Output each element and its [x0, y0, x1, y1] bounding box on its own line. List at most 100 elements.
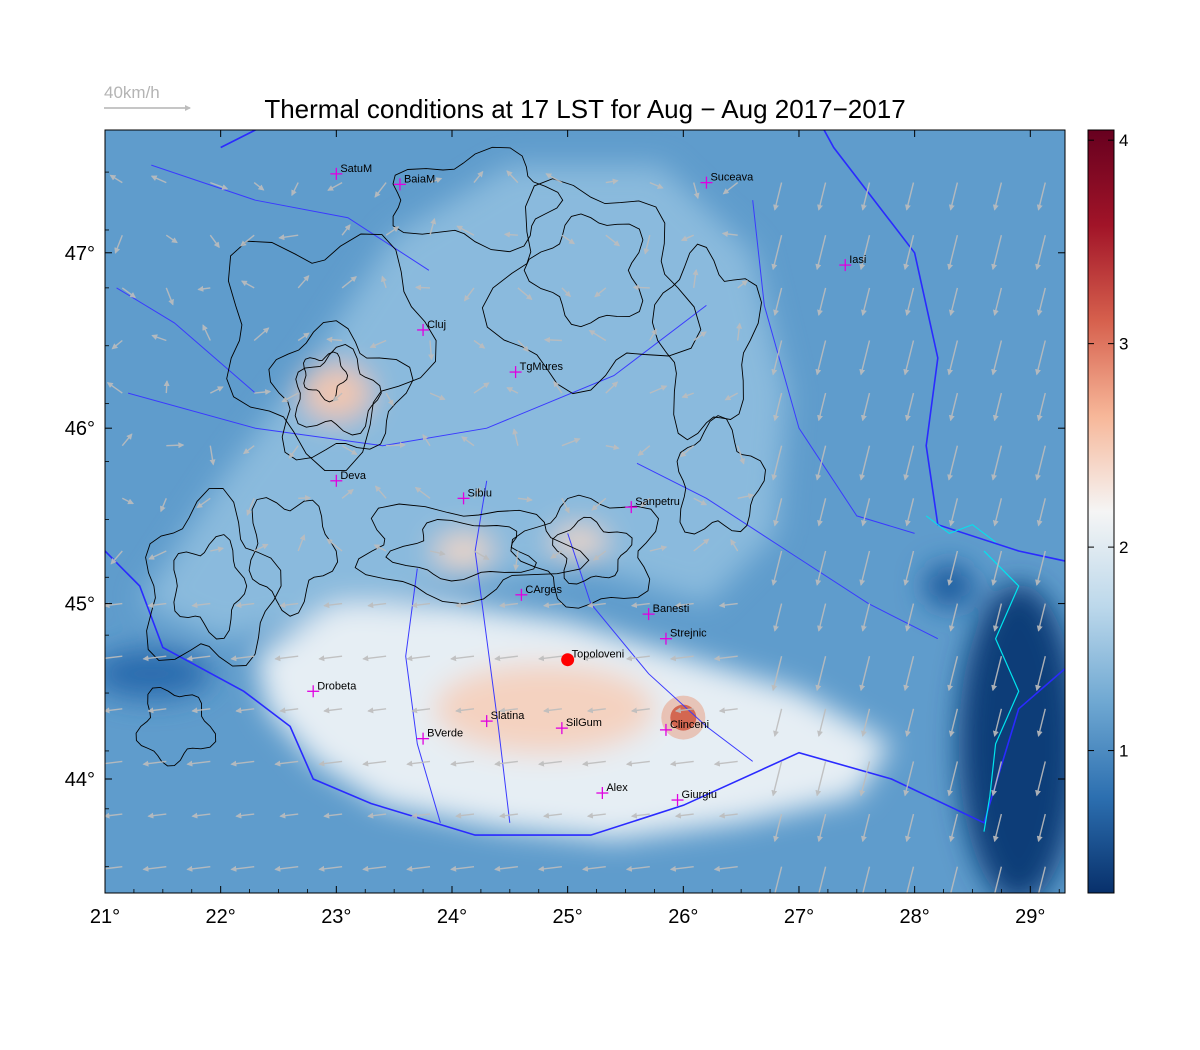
wind-arrow [582, 760, 606, 767]
wind-arrow [411, 707, 431, 714]
city-label: Iasi [849, 254, 866, 266]
wind-arrow [429, 177, 443, 184]
wind-arrow [605, 444, 620, 451]
wind-arrow [279, 602, 299, 609]
wind-arrow [114, 234, 123, 254]
wind-arrow [561, 287, 572, 298]
wind-arrow [1036, 813, 1046, 843]
heatmap-field [105, 165, 1065, 893]
wind-arrow [594, 287, 607, 298]
wind-arrow [815, 445, 827, 481]
wind-arrow [592, 550, 607, 561]
wind-arrow [202, 324, 211, 341]
wind-arrow [693, 331, 707, 342]
city-silgum: SilGum [555, 717, 602, 735]
wind-arrow [230, 655, 255, 662]
wind-arrow [625, 655, 650, 662]
wind-arrow [150, 175, 167, 184]
wind-arrow [148, 550, 167, 560]
wind-arrow [209, 234, 220, 249]
wind-arrow [230, 760, 255, 767]
wind-arrow [278, 234, 299, 241]
contour-ring-2 [294, 344, 382, 436]
contour-ring-8 [145, 487, 282, 667]
x-tick-label: 27° [784, 906, 814, 928]
city-label: Banesti [653, 603, 690, 615]
wind-arrow [105, 655, 123, 659]
wind-arrow [147, 707, 167, 714]
wind-arrow [327, 181, 343, 191]
wind-arrow [1036, 708, 1046, 737]
wind-arrow [905, 498, 915, 527]
wind-arrow [512, 428, 519, 446]
wind-arrow [362, 760, 387, 767]
wind-arrow [693, 182, 700, 200]
wind-arrow [903, 235, 915, 271]
heatmap-carpathian-region [139, 165, 788, 639]
wind-arrow [771, 235, 783, 271]
wind-arrow [992, 287, 1003, 316]
city-label: SatuM [340, 163, 372, 175]
wind-arrow [948, 498, 959, 527]
city-label: Topoloveni [572, 649, 625, 661]
wind-arrow [543, 602, 562, 609]
wind-arrow [718, 812, 738, 819]
wind-arrow [385, 392, 394, 407]
wind-arrow [455, 812, 475, 819]
wind-arrow [110, 550, 123, 565]
wind-arrow [415, 284, 431, 291]
wind-arrow [369, 339, 387, 349]
wind-arrow [121, 497, 134, 505]
river-line-7 [636, 462, 939, 640]
city-label: Suceava [710, 172, 754, 184]
city-sibiu: Sibiu [457, 487, 492, 505]
wind-arrow [693, 497, 708, 506]
wind-arrow [326, 336, 343, 343]
wind-arrow [367, 707, 387, 714]
city-giurgiu: Giurgiu [671, 789, 717, 807]
wind-arrow [341, 488, 354, 499]
x-tick-label: 26° [668, 906, 698, 928]
wind-arrow [332, 392, 343, 402]
wind-arrow [513, 550, 520, 571]
wind-arrow [241, 280, 255, 289]
contour-ring-5 [385, 519, 537, 582]
wind-arrow [679, 445, 695, 458]
wind-arrow [724, 392, 739, 401]
wind-arrow [674, 812, 694, 819]
wind-arrow [991, 761, 1003, 797]
contour-ring-7 [552, 516, 633, 585]
city-label: BVerde [427, 728, 463, 740]
y-tick-label: 45° [65, 594, 95, 616]
wind-arrow [374, 182, 387, 198]
country-borders [105, 130, 1065, 836]
city-slatina: Slatina [480, 710, 525, 728]
wind-arrow [693, 538, 710, 552]
wind-arrow [669, 760, 694, 767]
wind-arrow [165, 287, 174, 306]
x-tick-label: 25° [553, 906, 583, 928]
contour-ring-17 [135, 686, 217, 767]
wind-arrow [859, 550, 871, 586]
wind-arrow [318, 760, 343, 767]
wind-arrow [246, 498, 255, 516]
wind-arrow [586, 707, 606, 714]
wind-arrow [253, 327, 270, 342]
wind-arrow [142, 865, 167, 872]
wind-arrow [210, 546, 224, 553]
wind-arrow [279, 812, 299, 819]
city-suceava: Suceava [700, 172, 754, 189]
wind-arrow [473, 487, 481, 499]
terrain-contours [135, 146, 766, 767]
wind-arrow [905, 182, 915, 211]
city-label: Clinceni [670, 719, 709, 731]
wind-arrow [674, 602, 694, 609]
wind-arrow [605, 381, 619, 394]
wind-arrow [625, 760, 650, 767]
wind-arrow [411, 602, 431, 609]
city-cluj: Cluj [417, 319, 446, 336]
city-tgmures: TgMures [509, 361, 564, 379]
wind-arrow [817, 813, 827, 843]
wind-arrow [538, 760, 562, 767]
wind-arrow [381, 275, 387, 289]
